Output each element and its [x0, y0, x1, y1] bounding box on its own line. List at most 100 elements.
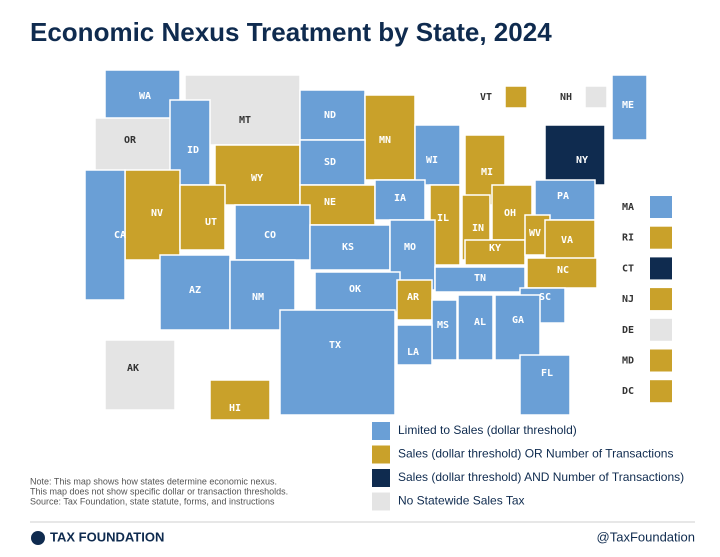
state-label: TN	[474, 273, 486, 284]
state-label: ND	[324, 110, 336, 121]
note: Note: This map shows how states determin…	[30, 476, 277, 486]
small-state-label: DE	[622, 325, 634, 336]
small-state	[650, 349, 672, 372]
state	[457, 294, 494, 361]
map: WA OR MT ND MN VT NH ME ID WY SD WI MI NY NV UT NE IA IL IN…	[84, 69, 648, 421]
state-label: GA	[512, 315, 524, 326]
state-label: UT	[205, 217, 217, 228]
small-state-label: MA	[622, 202, 634, 213]
state	[124, 169, 181, 261]
state-label: FL	[541, 368, 553, 379]
state-label: AK	[127, 363, 139, 374]
small-state	[650, 226, 672, 249]
state-label: HI	[229, 403, 241, 414]
state	[94, 117, 176, 174]
state-label: LA	[407, 347, 419, 358]
state-label: WV	[529, 228, 541, 239]
state	[519, 354, 571, 416]
state-label: IA	[394, 193, 406, 204]
state	[494, 294, 541, 361]
state-label: WY	[251, 173, 263, 184]
state	[214, 144, 301, 206]
state-label: MO	[404, 242, 416, 253]
state-label: SD	[324, 157, 336, 168]
legend-label: Sales (dollar threshold) OR Number of Tr…	[398, 447, 673, 461]
state-label: ME	[622, 100, 634, 111]
state-label: VT	[480, 92, 492, 103]
small-state	[650, 257, 672, 280]
legend-label: Limited to Sales (dollar threshold)	[398, 423, 577, 437]
state	[279, 309, 396, 416]
legend-label: Sales (dollar threshold) AND Number of T…	[398, 470, 684, 484]
state-label: IL	[437, 213, 449, 224]
state-label: NC	[557, 265, 569, 276]
small-state	[650, 380, 672, 403]
state-label: MS	[437, 320, 449, 331]
state-label: MT	[239, 115, 251, 126]
state-label: IN	[472, 223, 484, 234]
state	[526, 257, 598, 289]
state-label: WI	[426, 155, 438, 166]
state	[299, 184, 376, 226]
state	[464, 239, 526, 266]
state-label: NV	[151, 208, 163, 219]
state	[374, 179, 426, 221]
state	[234, 204, 311, 261]
state	[534, 179, 596, 221]
state-label: VA	[561, 235, 573, 246]
state-label: CA	[114, 230, 126, 241]
state	[84, 169, 126, 301]
state-label: NM	[252, 292, 264, 303]
state-label: ID	[187, 145, 199, 156]
legend-swatch	[372, 445, 390, 464]
state	[414, 124, 461, 186]
legend-swatch	[372, 492, 390, 511]
state-label: MI	[481, 167, 493, 178]
state	[434, 266, 526, 293]
legend-swatch	[372, 422, 390, 440]
state	[104, 69, 181, 121]
state	[611, 74, 648, 141]
state-label: NE	[324, 197, 336, 208]
state-label: OK	[349, 284, 361, 295]
small-state-label: NJ	[622, 294, 634, 305]
state	[104, 339, 176, 411]
handle: @TaxFoundation	[597, 529, 695, 544]
state-label: WA	[139, 91, 151, 102]
small-state-label: MD	[622, 356, 634, 367]
state	[504, 85, 528, 109]
state-label: KY	[489, 243, 501, 254]
state-label: TX	[329, 340, 341, 351]
state	[544, 124, 606, 186]
state-label: AL	[474, 317, 486, 328]
note: Source: Tax Foundation, state statute, f…	[30, 496, 275, 506]
state-label: MN	[379, 135, 391, 146]
small-state	[650, 318, 672, 341]
state-label: CO	[264, 230, 276, 241]
state-label: AZ	[189, 285, 201, 296]
state	[314, 271, 401, 313]
state	[396, 324, 433, 366]
small-state	[650, 196, 672, 218]
logo-icon	[31, 531, 45, 545]
state-label: SC	[539, 292, 551, 303]
small-state	[650, 288, 672, 311]
note: This map does not show specific dollar o…	[30, 486, 288, 496]
state-label: OH	[504, 208, 516, 219]
state-label: OR	[124, 135, 137, 146]
small-state-label: DC	[622, 386, 634, 397]
title: Economic Nexus Treatment by State, 2024	[30, 17, 552, 47]
state-label: PA	[557, 191, 569, 202]
state-label: NY	[576, 155, 588, 166]
state	[396, 279, 433, 321]
state	[584, 85, 608, 109]
logo: TAX FOUNDATION	[50, 529, 164, 544]
state-label: AR	[407, 292, 420, 303]
state	[209, 379, 271, 421]
state	[309, 224, 391, 271]
state	[179, 184, 226, 251]
state-label: KS	[342, 242, 354, 253]
state-label: NH	[560, 92, 572, 103]
legend-swatch	[372, 469, 390, 487]
